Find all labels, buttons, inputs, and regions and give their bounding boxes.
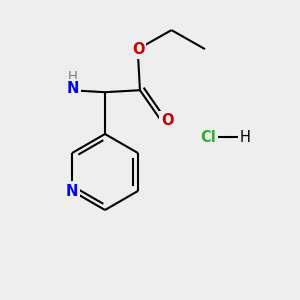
Text: H: H bbox=[240, 130, 250, 145]
Text: O: O bbox=[132, 41, 144, 56]
Text: O: O bbox=[161, 113, 174, 128]
Text: H: H bbox=[68, 70, 78, 83]
Text: Cl: Cl bbox=[200, 130, 216, 145]
Text: N: N bbox=[66, 184, 78, 199]
Text: N: N bbox=[67, 81, 79, 96]
